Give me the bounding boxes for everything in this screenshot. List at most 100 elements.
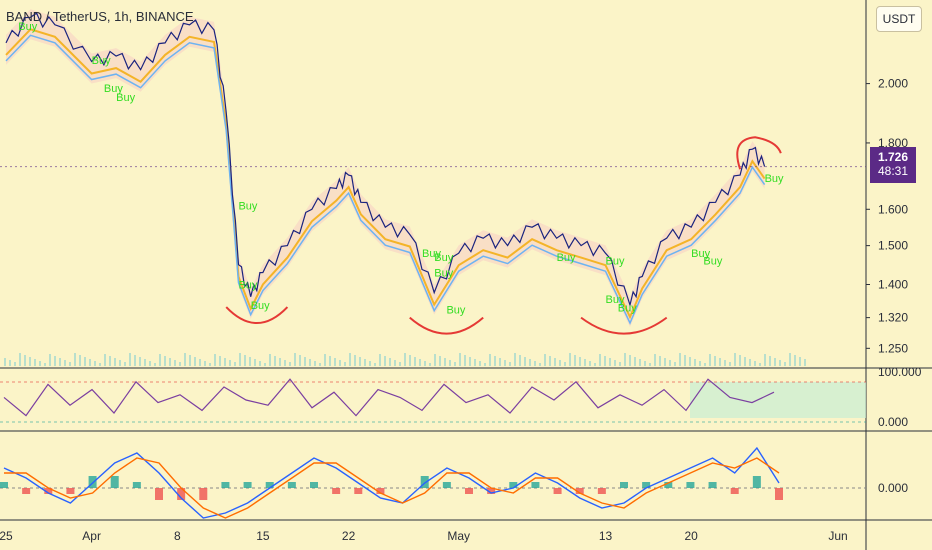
macd-hist-bar bbox=[354, 488, 363, 494]
volume-bar bbox=[569, 353, 571, 366]
bottom-arc bbox=[580, 316, 668, 335]
ema-slow-line bbox=[5, 34, 766, 325]
volume-bar bbox=[44, 363, 46, 366]
volume-bar bbox=[249, 357, 251, 366]
volume-bar bbox=[749, 359, 751, 366]
volume-bar bbox=[34, 359, 36, 366]
volume-bar bbox=[649, 363, 651, 366]
macd-hist-bar bbox=[332, 488, 341, 494]
bottom-arc bbox=[409, 316, 484, 335]
macd-hist-bar bbox=[22, 488, 31, 494]
volume-bar bbox=[189, 355, 191, 366]
volume-bar bbox=[459, 353, 461, 366]
volume-bar bbox=[19, 353, 21, 366]
x-tick-label: 20 bbox=[684, 529, 698, 543]
volume-bar bbox=[124, 362, 126, 366]
volume-bar bbox=[319, 363, 321, 366]
macd-hist-bar bbox=[620, 482, 628, 488]
volume-bar bbox=[314, 361, 316, 366]
volume-bar bbox=[194, 357, 196, 366]
volume-bar bbox=[294, 353, 296, 366]
volume-bar bbox=[259, 361, 261, 366]
volume-bar bbox=[629, 355, 631, 366]
buy-label: Buy bbox=[606, 294, 625, 306]
volume-bar bbox=[119, 360, 121, 366]
macd-hist-bar bbox=[487, 488, 496, 494]
buy-label: Buy bbox=[238, 280, 257, 292]
price-tag-countdown: 48:31 bbox=[877, 164, 909, 178]
volume-bar bbox=[419, 359, 421, 366]
volume-bar bbox=[729, 362, 731, 366]
volume-bar bbox=[29, 357, 31, 366]
volume-bar bbox=[669, 360, 671, 366]
volume-bar bbox=[589, 361, 591, 366]
volume-bar bbox=[744, 357, 746, 366]
volume-bar bbox=[104, 354, 106, 366]
y-tick-label: 1.600 bbox=[878, 202, 908, 216]
volume-bar bbox=[434, 354, 436, 366]
volume-bar bbox=[329, 356, 331, 366]
volume-bar bbox=[499, 358, 501, 366]
volume-bar bbox=[584, 359, 586, 366]
currency-button[interactable]: USDT bbox=[876, 6, 922, 32]
macd-hist-bar bbox=[686, 482, 695, 488]
volume-bar bbox=[689, 357, 691, 366]
y-tick-label: 1.400 bbox=[878, 277, 908, 291]
x-tick-label: May bbox=[447, 529, 470, 543]
volume-bar bbox=[339, 360, 341, 366]
volume-bar bbox=[599, 354, 601, 366]
buy-label: Buy bbox=[238, 200, 257, 212]
macd-hist-bar bbox=[221, 482, 230, 488]
x-tick-label: 22 bbox=[342, 529, 356, 543]
volume-bar bbox=[399, 362, 401, 366]
macd-hist-bar bbox=[110, 476, 119, 488]
volume-bar bbox=[139, 357, 141, 366]
volume-bar bbox=[609, 358, 611, 366]
volume-bar bbox=[674, 362, 676, 366]
chart-title: BAND / TetherUS, 1h, BINANCE bbox=[6, 9, 194, 24]
volume-bar bbox=[179, 362, 181, 366]
volume-bar bbox=[169, 358, 171, 366]
volume-bar bbox=[659, 356, 661, 366]
buy-label: Buy bbox=[116, 92, 135, 104]
volume-bar bbox=[129, 353, 131, 366]
volume-bar bbox=[779, 360, 781, 366]
volume-bar bbox=[684, 355, 686, 366]
price-tag-price: 1.726 bbox=[877, 150, 909, 164]
macd-hist-bar bbox=[752, 476, 761, 488]
volume-bar bbox=[724, 360, 726, 366]
buy-label: Buy bbox=[557, 252, 576, 264]
volume-bar bbox=[404, 353, 406, 366]
y-tick-label: 1.500 bbox=[878, 239, 908, 253]
volume-bar bbox=[639, 359, 641, 366]
macd-hist-bar bbox=[310, 482, 318, 488]
volume-bar bbox=[224, 358, 226, 366]
volume-bar bbox=[654, 354, 656, 366]
volume-bar bbox=[699, 361, 701, 366]
volume-bar bbox=[54, 356, 56, 366]
volume-bar bbox=[344, 362, 346, 366]
macd-hist-bar bbox=[531, 482, 540, 488]
volume-bar bbox=[334, 358, 336, 366]
volume-bar bbox=[624, 353, 626, 366]
volume-bar bbox=[764, 354, 766, 366]
volume-bar bbox=[479, 361, 481, 366]
macd-hist-bar bbox=[642, 482, 651, 488]
volume-bar bbox=[524, 357, 526, 366]
volume-bar bbox=[279, 358, 281, 366]
volume-bar bbox=[99, 363, 101, 366]
volume-bar bbox=[634, 357, 636, 366]
volume-bar bbox=[349, 353, 351, 366]
x-tick-label: 13 bbox=[599, 529, 613, 543]
oscillator-pane: 100.000 0.000 bbox=[0, 365, 922, 429]
volume-bar bbox=[429, 363, 431, 366]
volume-bar bbox=[794, 355, 796, 366]
volume-bar bbox=[694, 359, 696, 366]
macd-hist-bar bbox=[132, 482, 141, 488]
volume-bar bbox=[519, 355, 521, 366]
volume-bar bbox=[199, 359, 201, 366]
price-line bbox=[5, 12, 766, 308]
volume-bar bbox=[364, 359, 366, 366]
volume-bar bbox=[489, 354, 491, 366]
